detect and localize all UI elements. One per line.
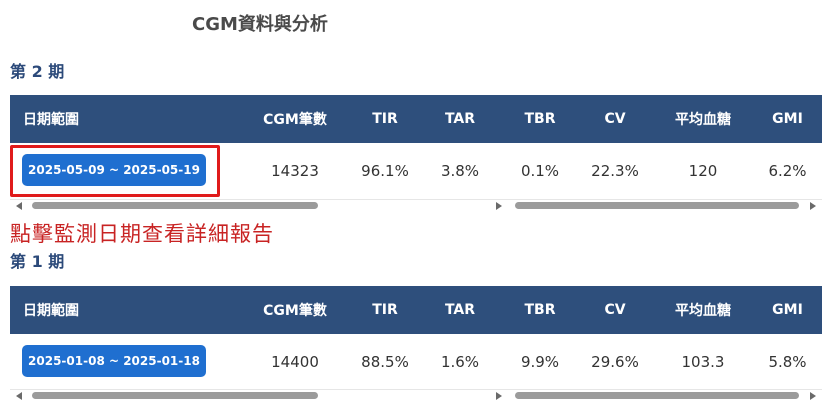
col-header-gmi: GMI bbox=[772, 111, 803, 127]
tir-cell: 88.5% bbox=[361, 352, 409, 371]
cv-cell: 29.6% bbox=[591, 352, 639, 371]
cgm-count-cell: 14323 bbox=[271, 161, 319, 180]
col-header-tar: TAR bbox=[444, 111, 476, 127]
col-header-tir: TIR bbox=[372, 111, 398, 127]
instruction-annotation: 點擊監測日期查看詳細報告 bbox=[10, 222, 274, 246]
col-header-cv: CV bbox=[604, 111, 626, 127]
col-header-cgm-count: CGM筆數 bbox=[263, 303, 327, 319]
col-header-avg-glucose: 平均血糖 bbox=[675, 112, 731, 128]
period-title-2: 第 2 期 bbox=[10, 62, 65, 81]
page-title: CGM資料與分析 bbox=[192, 14, 328, 35]
col-header-avg-glucose: 平均血糖 bbox=[675, 303, 731, 319]
scrollbar-thumb[interactable] bbox=[32, 392, 318, 399]
cgm-count-cell: 14400 bbox=[271, 352, 319, 371]
table-row: 2025-01-08 ~ 2025-01-18 14400 88.5% 1.6%… bbox=[10, 334, 822, 389]
tbr-cell: 9.9% bbox=[520, 352, 560, 371]
cgm-table-period-2: 日期範圍 CGM筆數 TIR TAR TBR CV 平均血糖 GMI 2025-… bbox=[10, 95, 822, 213]
date-range-button[interactable]: 2025-05-09 ~ 2025-05-19 bbox=[22, 154, 206, 186]
tar-cell: 1.6% bbox=[440, 352, 480, 371]
tbr-cell: 0.1% bbox=[520, 161, 560, 180]
col-header-cv: CV bbox=[604, 302, 626, 318]
col-header-gmi: GMI bbox=[772, 302, 803, 318]
triangle-left-icon[interactable] bbox=[16, 392, 22, 400]
triangle-left-icon[interactable] bbox=[16, 202, 22, 210]
table-header: 日期範圍 CGM筆數 TIR TAR TBR CV 平均血糖 GMI bbox=[10, 286, 822, 334]
horizontal-scrollbar[interactable] bbox=[10, 389, 822, 403]
avg-glucose-cell: 103.3 bbox=[681, 352, 725, 371]
gmi-cell: 6.2% bbox=[768, 161, 807, 180]
triangle-right-icon[interactable] bbox=[496, 202, 502, 210]
col-header-date-range: 日期範圍 bbox=[23, 303, 79, 319]
date-range-button[interactable]: 2025-01-08 ~ 2025-01-18 bbox=[22, 345, 206, 377]
horizontal-scrollbar[interactable] bbox=[10, 199, 822, 213]
col-header-tir: TIR bbox=[372, 302, 398, 318]
table-row: 2025-05-09 ~ 2025-05-19 14323 96.1% 3.8%… bbox=[10, 143, 822, 198]
col-header-tbr: TBR bbox=[524, 111, 556, 127]
tar-cell: 3.8% bbox=[440, 161, 480, 180]
cv-cell: 22.3% bbox=[591, 161, 639, 180]
scrollbar-thumb[interactable] bbox=[515, 202, 799, 209]
cgm-table-period-1: 日期範圍 CGM筆數 TIR TAR TBR CV 平均血糖 GMI 2025-… bbox=[10, 286, 822, 403]
col-header-date-range: 日期範圍 bbox=[23, 112, 79, 128]
tir-cell: 96.1% bbox=[361, 161, 409, 180]
scrollbar-thumb[interactable] bbox=[515, 392, 799, 399]
col-header-tbr: TBR bbox=[524, 302, 556, 318]
avg-glucose-cell: 120 bbox=[688, 161, 718, 180]
gmi-cell: 5.8% bbox=[768, 352, 807, 371]
triangle-right-icon[interactable] bbox=[810, 392, 816, 400]
scrollbar-thumb[interactable] bbox=[32, 202, 318, 209]
col-header-tar: TAR bbox=[444, 302, 476, 318]
period-title-1: 第 1 期 bbox=[10, 252, 65, 271]
table-header: 日期範圍 CGM筆數 TIR TAR TBR CV 平均血糖 GMI bbox=[10, 95, 822, 143]
triangle-right-icon[interactable] bbox=[496, 392, 502, 400]
col-header-cgm-count: CGM筆數 bbox=[263, 112, 327, 128]
triangle-right-icon[interactable] bbox=[810, 202, 816, 210]
